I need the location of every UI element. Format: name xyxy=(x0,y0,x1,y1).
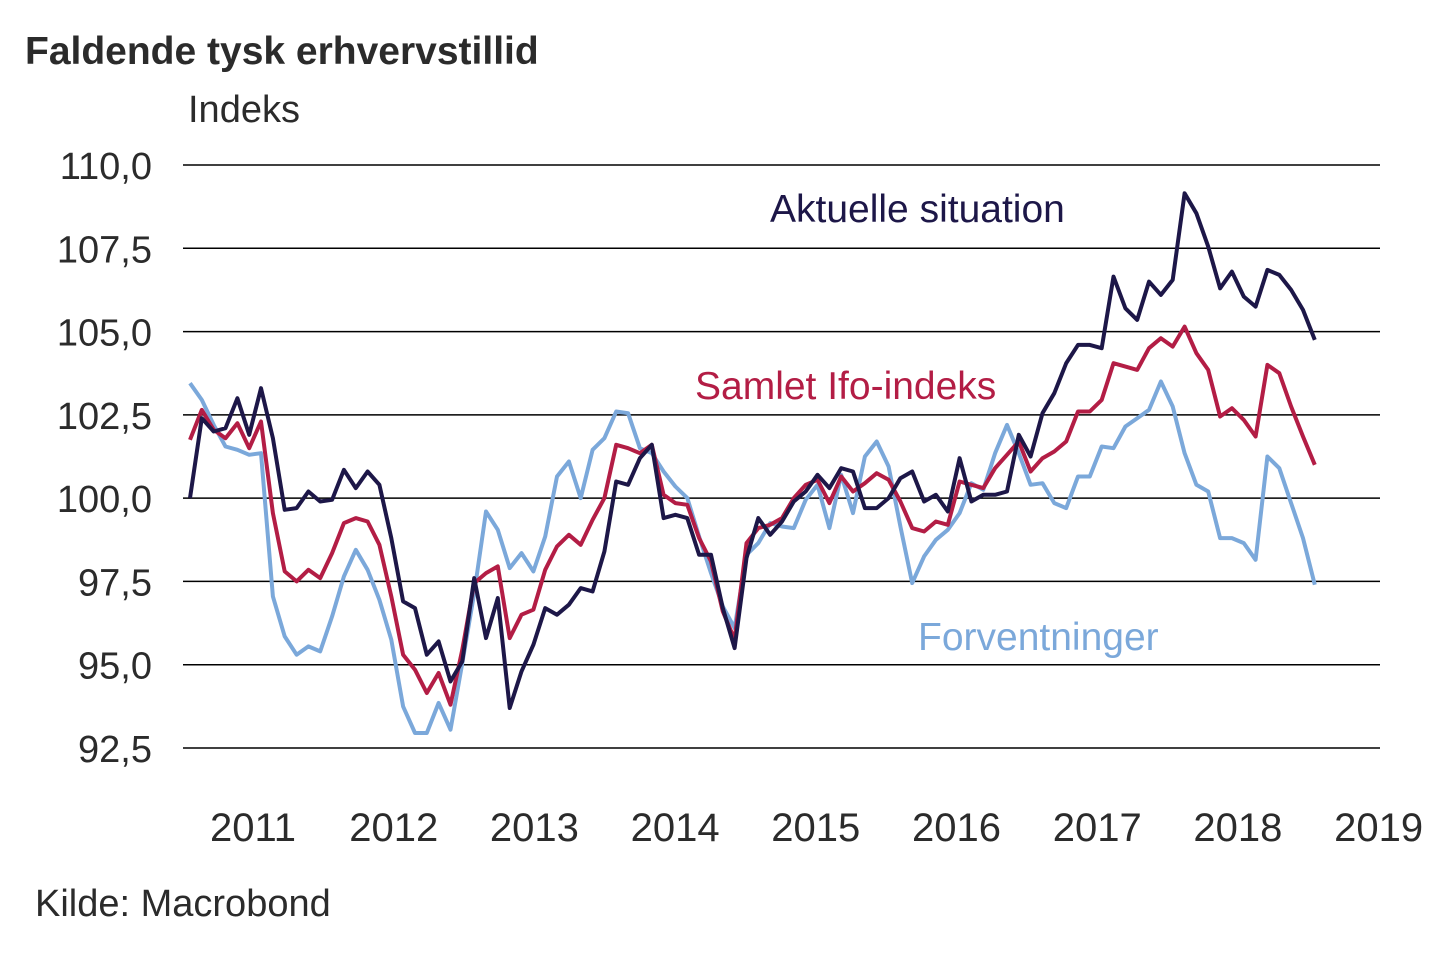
x-tick-label: 2015 xyxy=(771,806,860,850)
gridlines xyxy=(183,164,1380,749)
y-tick-label: 107,5 xyxy=(57,229,152,271)
series-label-forventninger: Forventninger xyxy=(918,616,1159,659)
x-tick-label: 2011 xyxy=(210,806,296,850)
y-tick-label: 92,5 xyxy=(78,729,152,771)
x-axis-ticks: 2011 2012 2013 2014 2015 2016 2017 2018 2019 xyxy=(210,806,1423,850)
source-note: Kilde: Macrobond xyxy=(35,883,331,925)
series-label-samlet-ifo-indeks: Samlet Ifo-indeks xyxy=(695,365,996,408)
series-line-forventninger xyxy=(188,379,1317,735)
y-axis-ticks: 110,0 107,5 105,0 102,5 100,0 97,5 95,0 92,5 xyxy=(57,146,152,771)
x-tick-label: 2018 xyxy=(1193,806,1282,850)
chart-title: Faldende tysk erhvervstillid xyxy=(25,30,539,73)
x-tick-label: 2013 xyxy=(490,806,579,850)
y-tick-label: 110,0 xyxy=(60,146,152,188)
y-axis-label: Indeks xyxy=(188,89,300,131)
x-tick-label: 2014 xyxy=(631,806,720,850)
x-tick-label: 2016 xyxy=(912,806,1001,850)
series-label-aktuelle-situation: Aktuelle situation xyxy=(770,188,1065,231)
y-tick-label: 97,5 xyxy=(78,562,152,604)
y-tick-label: 95,0 xyxy=(78,646,152,688)
series-line-aktuelle-situation xyxy=(188,191,1317,710)
series-lines xyxy=(188,191,1317,735)
y-tick-label: 105,0 xyxy=(57,313,152,355)
x-tick-label: 2019 xyxy=(1334,806,1423,850)
x-tick-label: 2012 xyxy=(349,806,438,850)
x-tick-label: 2017 xyxy=(1053,806,1142,850)
y-tick-label: 102,5 xyxy=(57,396,152,438)
y-tick-label: 100,0 xyxy=(57,479,152,521)
